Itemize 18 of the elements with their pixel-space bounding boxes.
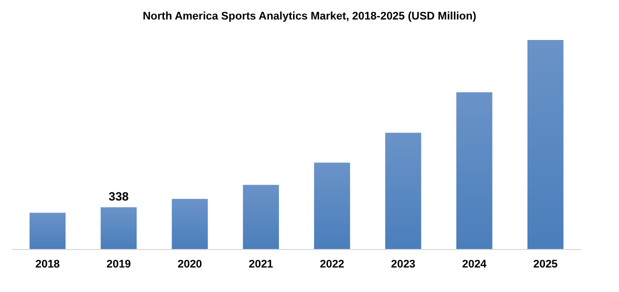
bar	[456, 92, 492, 249]
data-label: 338	[108, 189, 130, 204]
x-tick-label: 2025	[533, 258, 558, 270]
bar	[242, 184, 279, 249]
bar	[100, 207, 137, 249]
x-tick-label: 2023	[390, 258, 416, 270]
bar	[314, 162, 350, 249]
chart-title: North America Sports Analytics Market, 2018-2025 (USD Million)	[142, 10, 477, 22]
x-tick-label: 2021	[248, 258, 274, 270]
bar	[527, 40, 564, 249]
x-tick-label: 2022	[320, 258, 344, 270]
bar	[385, 132, 422, 249]
x-tick-label: 2020	[178, 258, 202, 270]
bar	[30, 212, 66, 249]
x-tick-label: 2024	[462, 258, 488, 270]
x-tick-label: 2019	[106, 258, 131, 270]
bar	[172, 198, 208, 249]
x-tick-label: 2018	[35, 258, 60, 270]
